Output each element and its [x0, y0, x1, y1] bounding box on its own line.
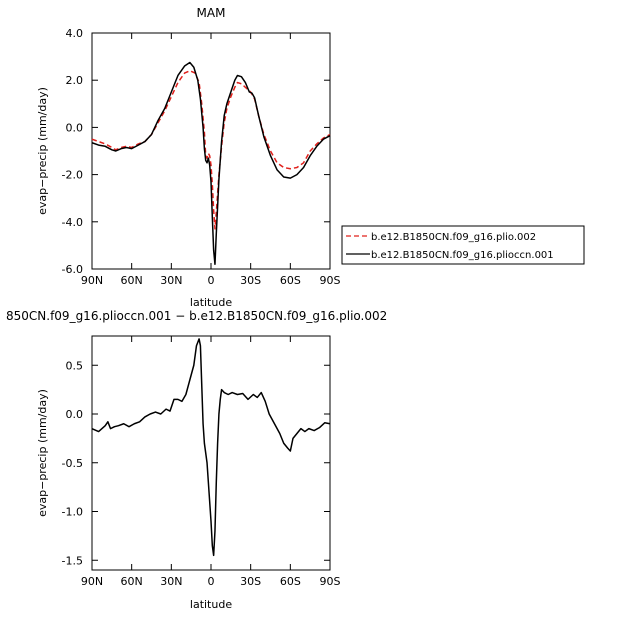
y-tick-label: -1.5	[62, 554, 83, 567]
legend-label-plioccn: b.e12.B1850CN.f09_g16.plioccn.001	[371, 250, 554, 261]
x-tick-label: 60N	[121, 575, 143, 588]
y-tick-label: -2.0	[62, 169, 83, 182]
y-tick-label: 0.0	[66, 408, 84, 421]
bottom-x-axis-label: latitude	[190, 598, 232, 611]
x-tick-label: 0	[208, 274, 215, 287]
x-tick-label: 60S	[280, 575, 301, 588]
bottom-series-lines	[91, 338, 331, 557]
x-tick-label: 90N	[81, 575, 103, 588]
legend: b.e12.B1850CN.f09_g16.plio.002 b.e12.B18…	[341, 225, 585, 265]
x-tick-label: 0	[208, 575, 215, 588]
y-tick-label: 0.5	[66, 359, 84, 372]
x-tick-label: 30S	[240, 575, 261, 588]
top-x-axis: 90N 60N 30N 0 30S 60S 90S	[81, 33, 341, 287]
x-tick-label: 60S	[280, 274, 301, 287]
y-tick-label: -4.0	[62, 216, 83, 229]
series-line	[91, 61, 331, 266]
top-x-axis-label: latitude	[190, 296, 232, 309]
y-tick-label: -6.0	[62, 263, 83, 276]
y-tick-label: -1.0	[62, 506, 83, 519]
top-y-axis-label: evap−precip (mm/day)	[36, 87, 49, 215]
y-tick-label: 4.0	[66, 27, 84, 40]
y-tick-label: 2.0	[66, 74, 84, 87]
x-tick-label: 90S	[320, 575, 341, 588]
bottom-chart-title: 850CN.f09_g16.plioccn.001 − b.e12.B1850C…	[6, 309, 387, 323]
top-series-lines	[91, 61, 331, 266]
bottom-y-axis: -1.5 -1.0 -0.5 0.0 0.5	[62, 359, 330, 567]
top-chart-title: MAM	[197, 6, 226, 20]
y-tick-label: 0.0	[66, 121, 84, 134]
x-tick-label: 30N	[160, 274, 182, 287]
x-tick-label: 30S	[240, 274, 261, 287]
bottom-x-axis: 90N 60N 30N 0 30S 60S 90S	[81, 336, 341, 588]
x-tick-label: 90N	[81, 274, 103, 287]
top-plot-frame	[91, 32, 331, 270]
bottom-panel: 850CN.f09_g16.plioccn.001 − b.e12.B1850C…	[6, 309, 387, 611]
top-panel: MAM -6.0 -4.0 -2.0 0.0 2.0 4.0 90N 60N 30N 0 30S 6…	[36, 6, 341, 309]
y-tick-label: -0.5	[62, 457, 83, 470]
legend-box	[341, 225, 585, 265]
series-line	[91, 70, 331, 230]
bottom-y-axis-label: evap−precip (mm/day)	[36, 389, 49, 517]
x-tick-label: 60N	[121, 274, 143, 287]
x-tick-label: 90S	[320, 274, 341, 287]
x-tick-label: 30N	[160, 575, 182, 588]
legend-label-plio: b.e12.B1850CN.f09_g16.plio.002	[371, 232, 536, 243]
series-line	[91, 338, 331, 557]
top-y-axis: -6.0 -4.0 -2.0 0.0 2.0 4.0	[62, 27, 330, 276]
